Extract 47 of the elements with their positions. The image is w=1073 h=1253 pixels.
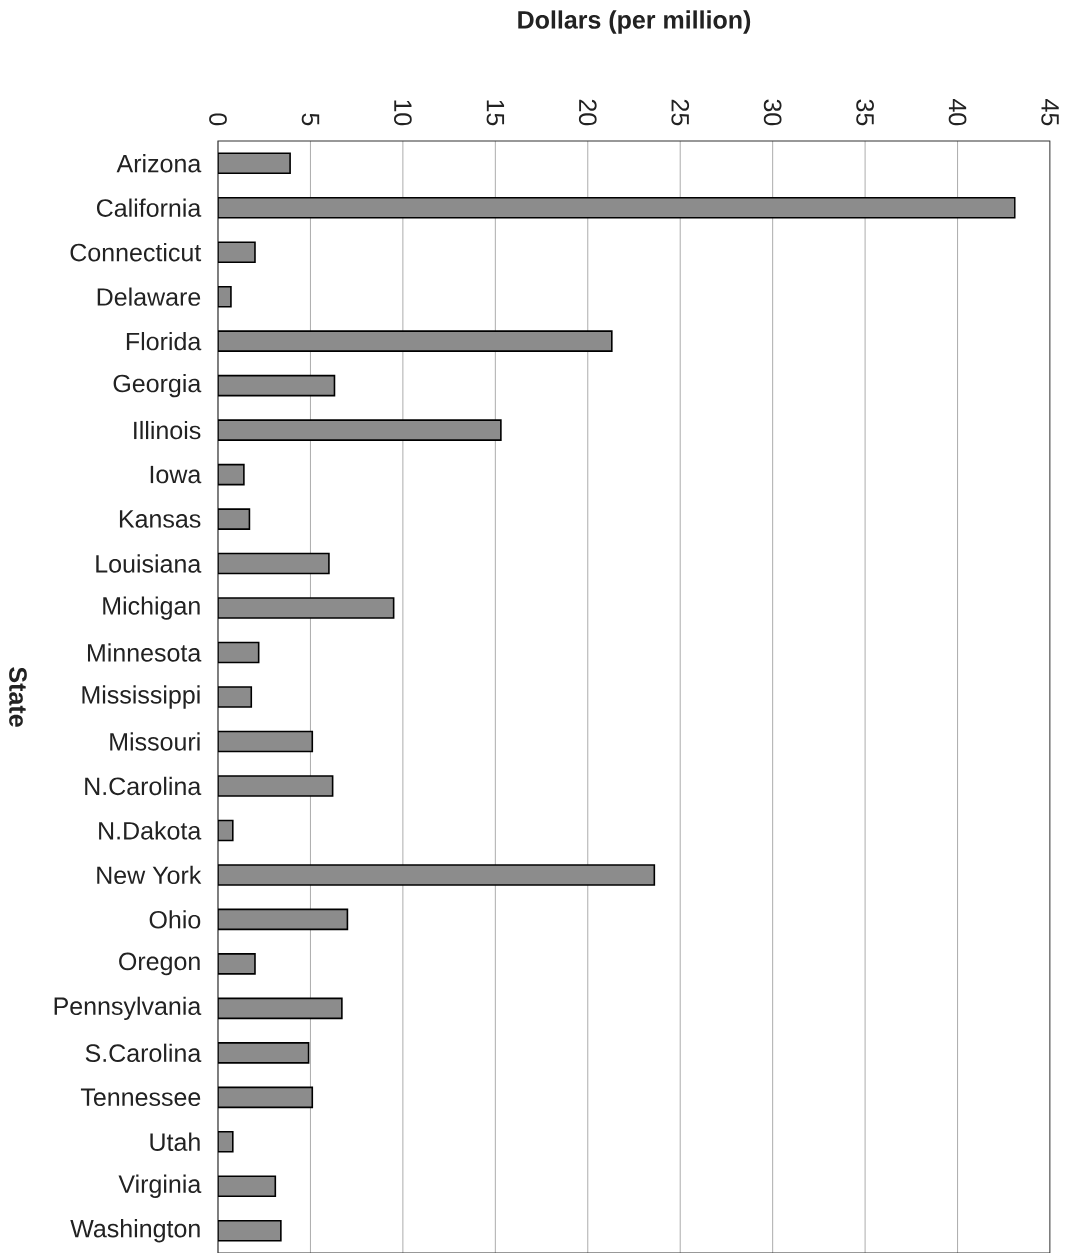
y-tick-label: Arizona bbox=[116, 154, 202, 173]
y-tick-label: Virginia bbox=[118, 1174, 202, 1198]
x-tick-label: 40 bbox=[948, 99, 967, 126]
y-tick-label: Ohio bbox=[149, 910, 201, 929]
y-axis-title: State bbox=[9, 667, 27, 727]
y-tick-label: Utah bbox=[150, 1132, 200, 1151]
y-tick-label: Missouri bbox=[110, 732, 200, 751]
bar bbox=[218, 864, 656, 886]
x-tick-label: 25 bbox=[671, 99, 690, 126]
y-tick-label: Washington bbox=[70, 1219, 200, 1243]
bar bbox=[218, 330, 613, 352]
bar bbox=[218, 1086, 314, 1109]
y-tick-label: Georgia bbox=[113, 373, 202, 398]
x-tick-label: 10 bbox=[394, 100, 412, 126]
bar bbox=[218, 908, 349, 931]
y-tick-label: Pennsylvania bbox=[54, 996, 202, 1021]
y-tick-label: Delaware bbox=[97, 287, 201, 306]
x-axis-title: Dollars (per million) bbox=[518, 10, 751, 34]
y-tick-label: California bbox=[96, 198, 202, 217]
x-tick-label: 20 bbox=[578, 99, 597, 126]
x-tick-label: 5 bbox=[301, 113, 320, 126]
x-tick-label: 45 bbox=[1041, 99, 1059, 126]
y-tick-label: Oregon bbox=[119, 952, 200, 976]
y-tick-label: Kansas bbox=[119, 510, 201, 528]
y-tick-label: S.Carolina bbox=[85, 1043, 202, 1063]
y-tick-label: N.Dakota bbox=[99, 821, 202, 840]
x-tick-label: 35 bbox=[856, 99, 874, 126]
y-tick-label: Iowa bbox=[150, 465, 202, 484]
x-tick-label: 0 bbox=[209, 113, 227, 126]
bar bbox=[218, 552, 330, 575]
y-tick-label: Illinois bbox=[134, 420, 201, 440]
x-tick-label: 15 bbox=[486, 100, 505, 126]
bar bbox=[218, 997, 343, 1020]
y-tick-label: Florida bbox=[126, 331, 202, 351]
bar bbox=[218, 196, 1016, 219]
x-tick-label: 30 bbox=[763, 99, 782, 126]
bar bbox=[218, 730, 314, 753]
y-tick-label: Connecticut bbox=[70, 243, 202, 262]
y-tick-label: Louisiana bbox=[96, 554, 202, 573]
y-tick-label: New York bbox=[97, 865, 202, 885]
y-tick-label: Tennessee bbox=[80, 1088, 201, 1107]
bar bbox=[218, 374, 336, 397]
y-tick-label: Mississippi bbox=[82, 685, 200, 709]
y-tick-label: N.Carolina bbox=[85, 776, 202, 796]
y-tick-label: Michigan bbox=[103, 596, 200, 620]
bar bbox=[218, 641, 260, 664]
y-tick-label: Minnesota bbox=[87, 643, 202, 662]
